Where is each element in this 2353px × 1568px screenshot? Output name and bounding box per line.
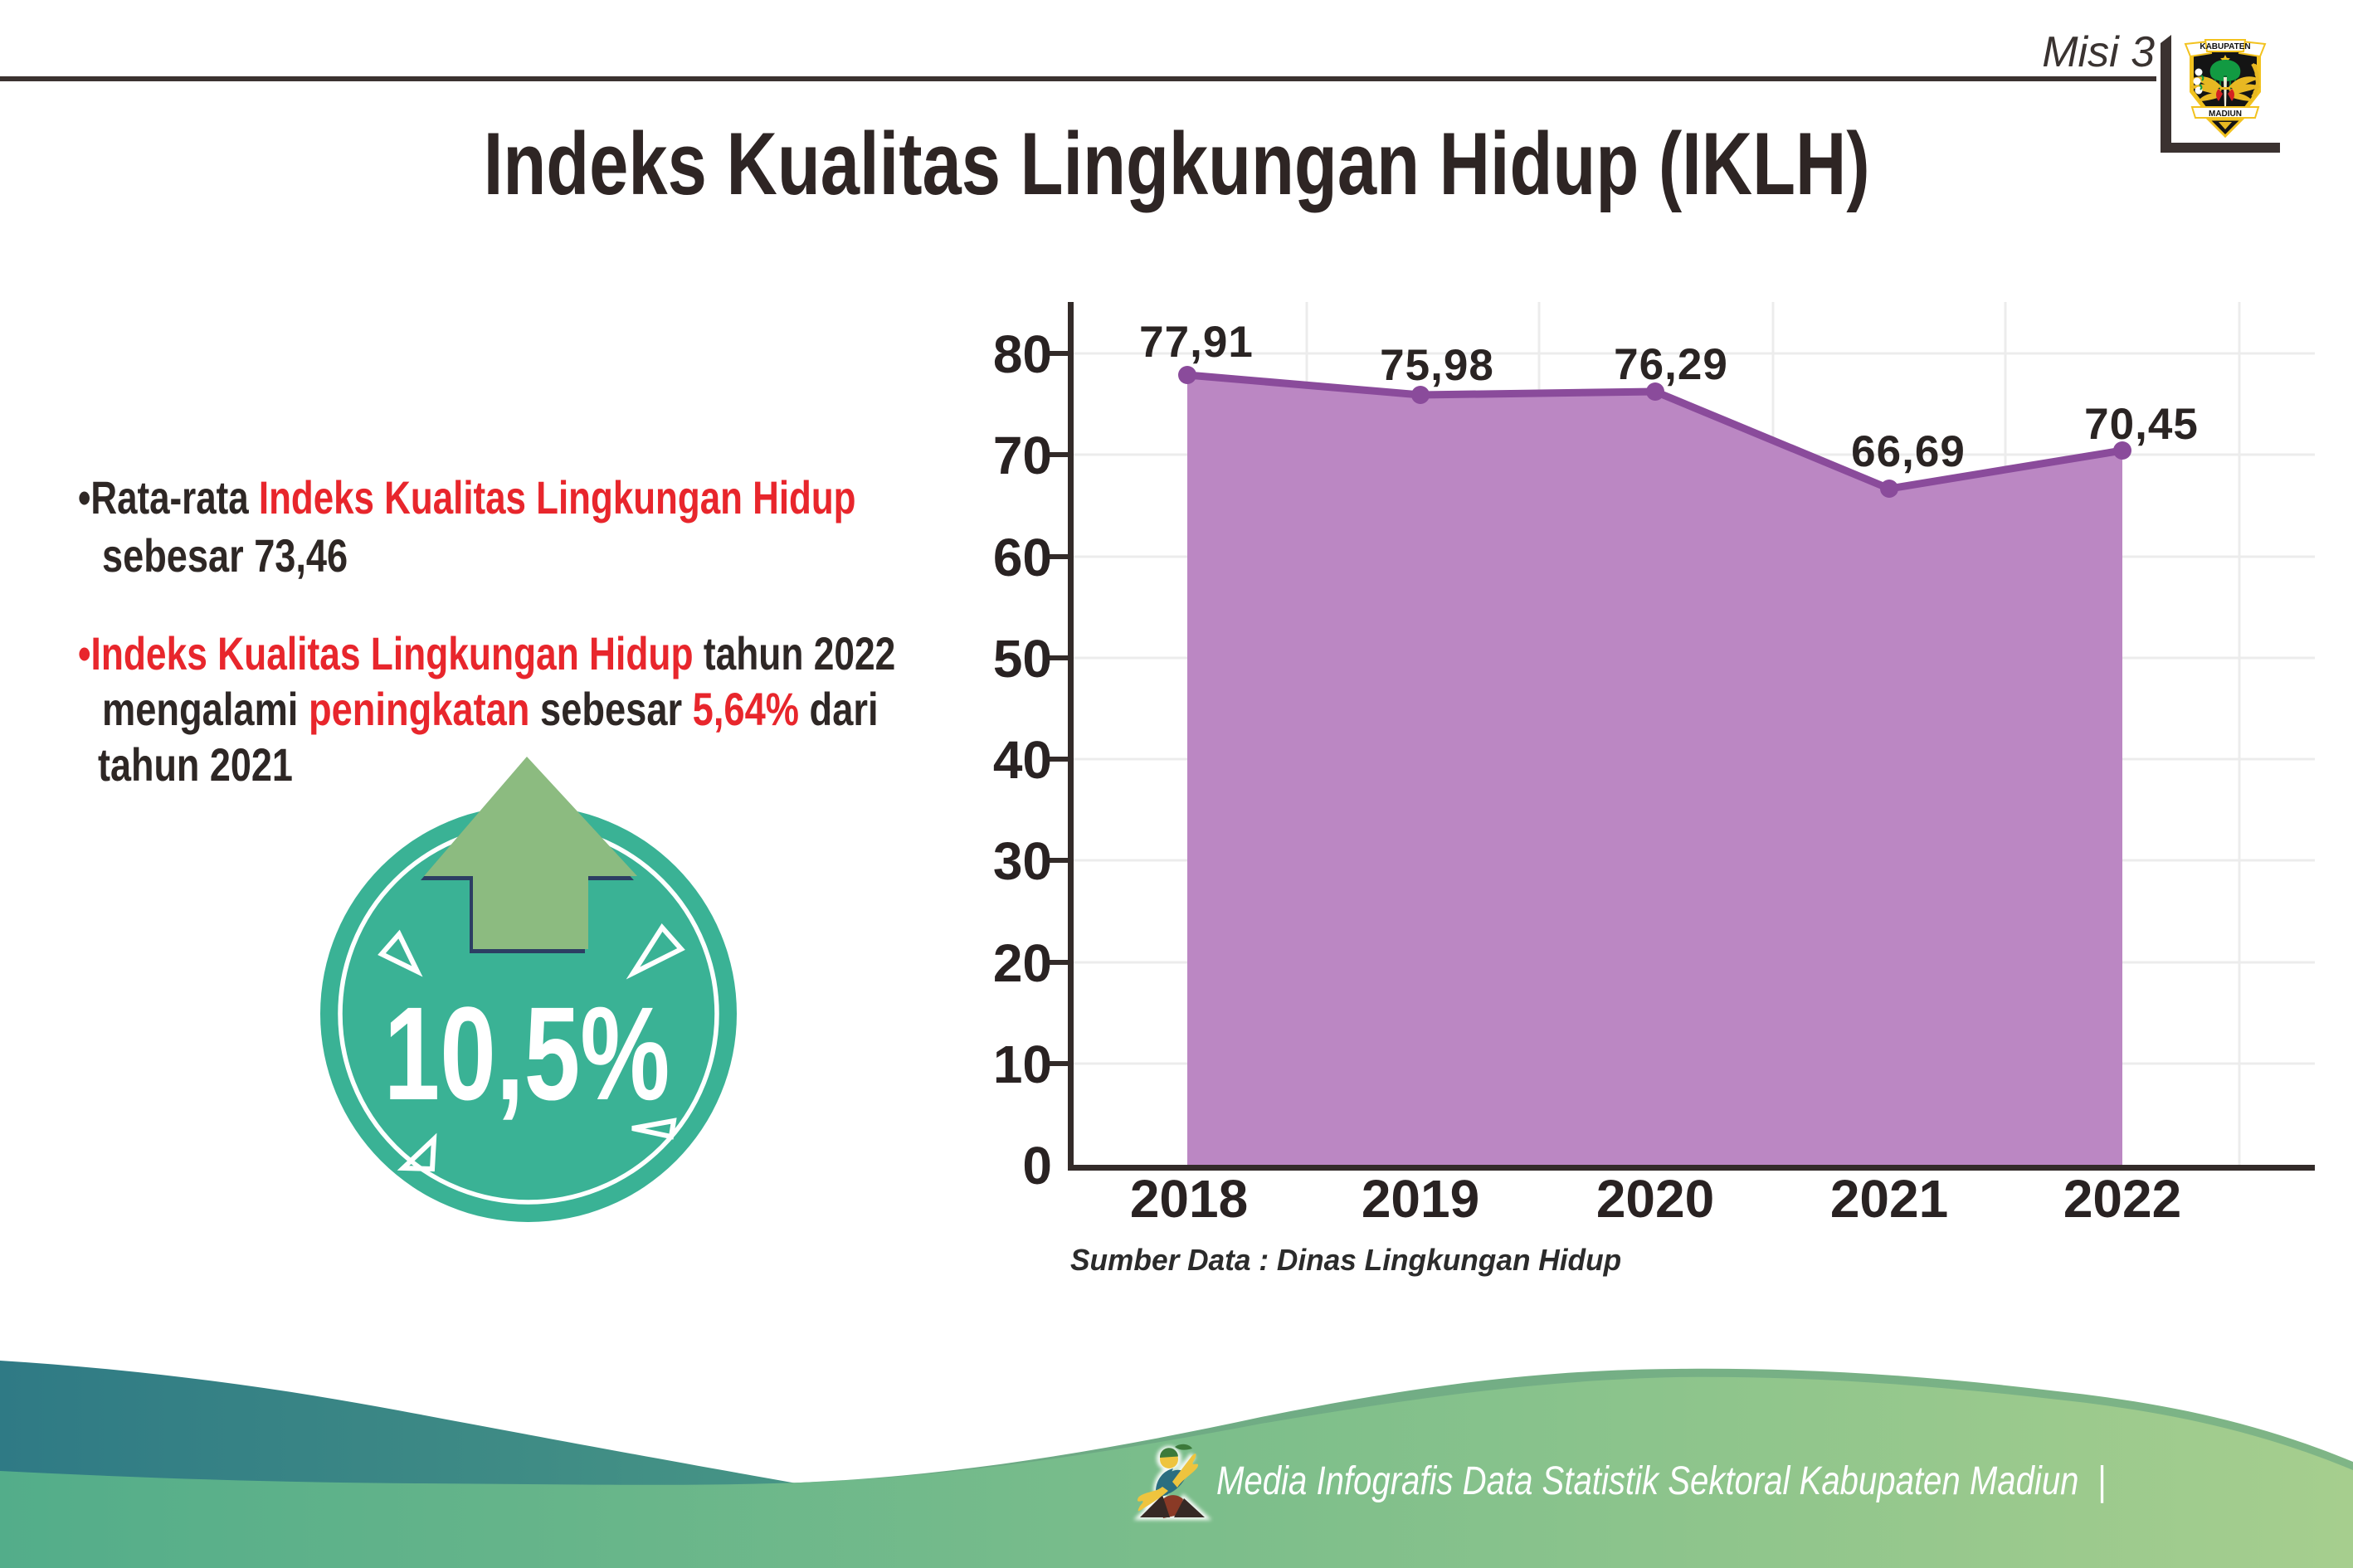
- svg-text:2021: 2021: [1830, 1169, 1948, 1229]
- svg-text:20: 20: [993, 933, 1052, 993]
- svg-text:Sumber Data : Dinas Lingkungan: Sumber Data : Dinas Lingkungan Hidup: [1070, 1244, 1621, 1277]
- svg-text:2019: 2019: [1362, 1169, 1479, 1229]
- svg-text:10: 10: [993, 1035, 1052, 1094]
- svg-text:10,5%: 10,5%: [384, 980, 670, 1128]
- svg-text:75,98: 75,98: [1380, 341, 1494, 390]
- svg-text:70: 70: [993, 426, 1052, 485]
- svg-text:KABUPATEN: KABUPATEN: [2200, 42, 2250, 51]
- svg-text:2018: 2018: [1130, 1169, 1248, 1229]
- svg-text:60: 60: [993, 528, 1052, 587]
- svg-text:66,69: 66,69: [1851, 427, 1966, 476]
- svg-text:76,29: 76,29: [1614, 340, 1728, 389]
- svg-text:80: 80: [993, 324, 1052, 384]
- svg-text:2020: 2020: [1596, 1169, 1714, 1229]
- svg-text:50: 50: [993, 629, 1052, 689]
- svg-text:40: 40: [993, 730, 1052, 790]
- svg-text:2022: 2022: [2063, 1169, 2181, 1229]
- svg-text:0: 0: [1022, 1136, 1052, 1195]
- svg-text:77,91: 77,91: [1139, 318, 1254, 367]
- svg-text:70,45: 70,45: [2084, 400, 2199, 449]
- svg-text:30: 30: [993, 831, 1052, 891]
- svg-text:MADIUN: MADIUN: [2209, 110, 2242, 119]
